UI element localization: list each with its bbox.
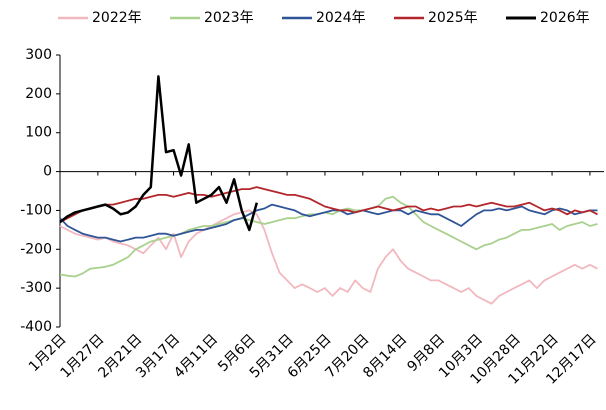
legend-label: 2024年	[316, 10, 366, 26]
legend-label: 2026年	[540, 10, 590, 26]
series-line	[59, 203, 598, 243]
legend-label: 2025年	[428, 10, 478, 26]
legend-label: 2022年	[92, 10, 142, 26]
series-line	[59, 209, 598, 305]
y-tick-label: -100	[20, 202, 52, 218]
y-tick-label: -400	[20, 319, 52, 335]
y-tick-label: -300	[20, 280, 52, 296]
series-line	[59, 186, 598, 223]
y-tick-label: 300	[25, 47, 52, 63]
series-line	[59, 75, 259, 232]
y-tick-label: 100	[25, 125, 52, 141]
y-tick-label: -200	[20, 241, 52, 257]
legend-label: 2023年	[204, 10, 254, 26]
series-line	[59, 195, 598, 278]
y-tick-label: 200	[25, 86, 52, 102]
y-tick-label: 0	[43, 164, 52, 180]
